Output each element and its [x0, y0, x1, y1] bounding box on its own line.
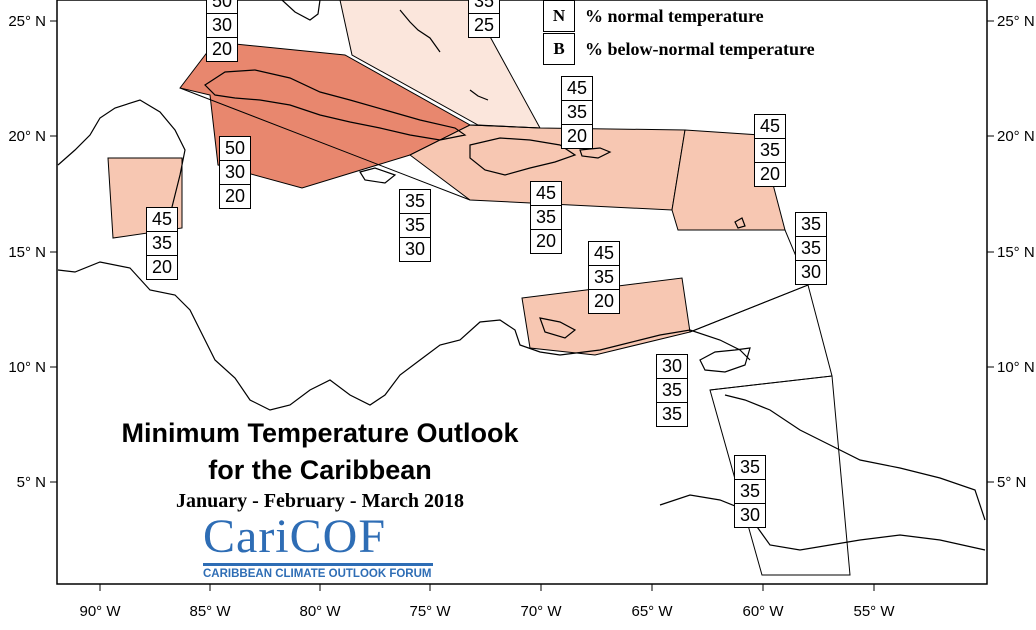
lon-axis: [99, 584, 875, 591]
prob-box-trinidad: 30 35 35: [656, 354, 688, 427]
legend-text-normal: % normal temperature: [585, 5, 764, 26]
region-border-windward: [678, 229, 809, 333]
prob-box-yucatan-north: 50 30 20: [206, 0, 238, 62]
prob-above: 35: [404, 191, 426, 211]
prob-normal: 35: [735, 479, 765, 503]
map-title-line2: for the Caribbean: [208, 455, 432, 485]
prob-box-leeward: 45 35 20: [754, 114, 786, 187]
prob-below: 30: [735, 503, 765, 527]
logo-wordmark: CariCOF: [203, 510, 387, 563]
lat-label-right-0: 25° N: [997, 13, 1035, 30]
prob-below: 20: [755, 162, 785, 186]
prob-box-belize: 45 35 20: [146, 207, 178, 280]
prob-above: 50: [224, 138, 246, 158]
prob-above: 45: [535, 183, 557, 203]
region-border-cuba-jamaica: [179, 87, 471, 201]
prob-box-bahamas: 35 25: [468, 0, 500, 38]
prob-above: 50: [211, 0, 233, 11]
lon-label-3: 75° W: [409, 603, 451, 620]
prob-above: 35: [739, 457, 761, 477]
lat-label-left-2: 15° N: [8, 244, 46, 261]
prob-below: 30: [796, 260, 826, 284]
prob-box-hispaniola: 45 35 20: [530, 181, 562, 254]
prob-normal: 35: [796, 236, 826, 260]
prob-normal: 30: [207, 13, 237, 37]
lon-label-1: 85° W: [189, 603, 231, 620]
prob-above: 45: [151, 209, 173, 229]
lat-label-right-2: 15° N: [997, 244, 1035, 261]
lat-label-right-4: 5° N: [997, 474, 1026, 491]
prob-normal: 35: [147, 231, 177, 255]
lon-label-2: 80° W: [299, 603, 341, 620]
map-title-line1: Minimum Temperature Outlook: [121, 418, 519, 448]
prob-below: 20: [220, 184, 250, 208]
prob-below: 20: [531, 229, 561, 253]
prob-below: 25: [469, 13, 499, 37]
lat-axis: [50, 20, 994, 483]
map-frame: [56, 0, 988, 585]
prob-normal: 35: [531, 205, 561, 229]
prob-below: 20: [147, 255, 177, 279]
lat-label-right-3: 10° N: [997, 359, 1035, 376]
prob-box-windward: 35 35 30: [795, 212, 827, 285]
lat-label-right-1: 20° N: [997, 128, 1035, 145]
coastlines: [57, 0, 986, 551]
legend-key-below: B: [543, 33, 575, 65]
prob-above: 30: [661, 356, 683, 376]
legend-key-normal: N: [543, 0, 575, 32]
prob-above: 45: [759, 116, 781, 136]
prob-normal: 35: [562, 100, 592, 124]
lon-label-0: 90° W: [79, 603, 121, 620]
prob-below: 35: [657, 402, 687, 426]
prob-box-abc: 45 35 20: [588, 241, 620, 314]
prob-normal: 35: [473, 0, 495, 11]
logo-subtitle: CARIBBEAN CLIMATE OUTLOOK FORUM: [203, 568, 432, 580]
lon-label-5: 65° W: [631, 603, 673, 620]
region-abc: [521, 277, 691, 356]
map-period: January - February - March 2018: [176, 490, 464, 512]
prob-box-guianas: 35 35 30: [734, 455, 766, 528]
lon-label-6: 60° W: [742, 603, 784, 620]
prob-box-jamaica: 35 35 30: [399, 189, 431, 262]
prob-below: 20: [562, 124, 592, 148]
prob-above: 45: [566, 78, 588, 98]
lat-label-left-3: 10° N: [8, 359, 46, 376]
prob-normal: 30: [220, 160, 250, 184]
legend-row-below: B % below-normal temperature: [543, 33, 815, 65]
prob-normal: 35: [657, 378, 687, 402]
logo-rule: [203, 563, 433, 566]
prob-normal: 35: [755, 138, 785, 162]
lon-label-4: 70° W: [520, 603, 562, 620]
prob-normal: 35: [400, 213, 430, 237]
prob-box-puerto-rico: 45 35 20: [561, 76, 593, 149]
prob-above: 45: [593, 243, 615, 263]
prob-box-cuba: 50 30 20: [219, 136, 251, 209]
lat-label-left-1: 20° N: [8, 128, 46, 145]
legend-row-normal: N % normal temperature: [543, 0, 764, 32]
prob-below: 20: [207, 37, 237, 61]
prob-below: 20: [589, 289, 619, 313]
prob-above: 35: [800, 214, 822, 234]
lat-label-left-0: 25° N: [8, 13, 46, 30]
caricof-logo: CariCOF CARIBBEAN CLIMATE OUTLOOK FORUM: [203, 513, 433, 580]
lat-label-left-4: 5° N: [17, 474, 46, 491]
lon-label-7: 55° W: [853, 603, 895, 620]
legend-text-below: % below-normal temperature: [585, 38, 815, 59]
prob-normal: 35: [589, 265, 619, 289]
prob-below: 30: [400, 237, 430, 261]
region-border-hisp-pr: [469, 124, 541, 129]
